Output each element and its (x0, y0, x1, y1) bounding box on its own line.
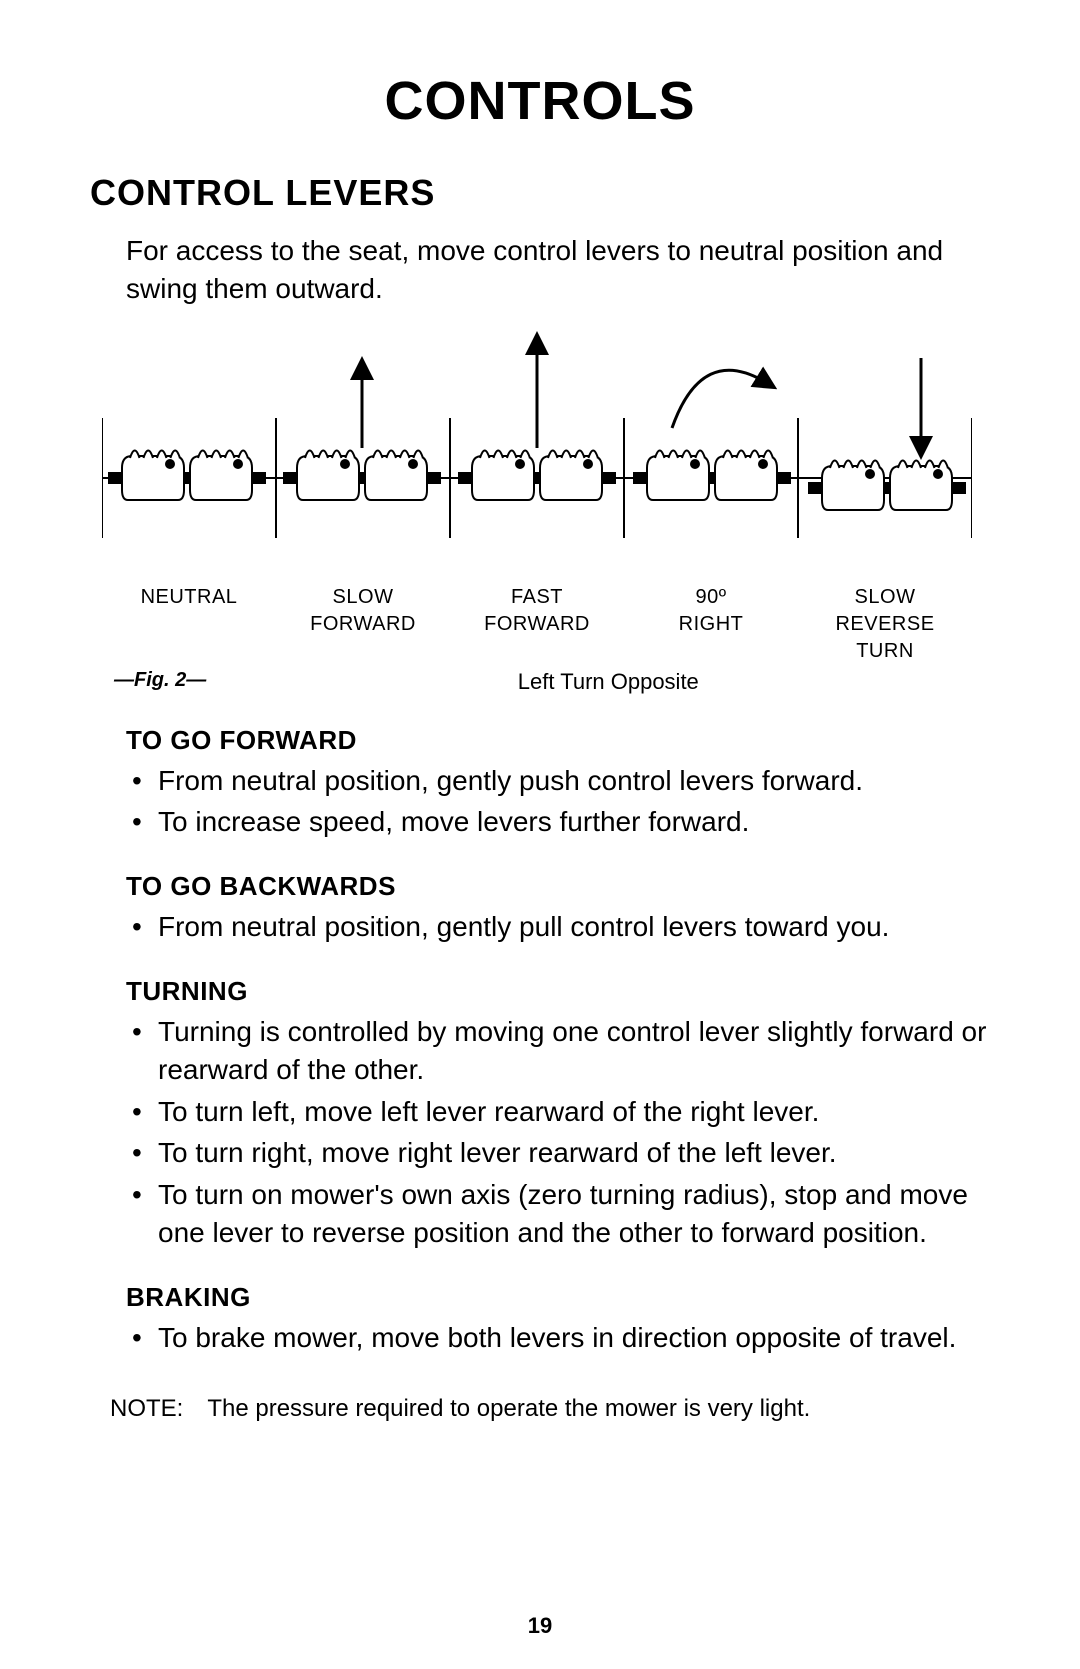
page-title: CONTROLS (90, 70, 990, 132)
diagram-label-line: REVERSE (798, 611, 972, 638)
diagram-label-line: RIGHT (624, 611, 798, 638)
instruction-item: To turn on mower's own axis (zero turnin… (126, 1176, 990, 1252)
diagram-label: SLOWREVERSETURN (798, 584, 972, 665)
instruction-item: To turn right, move right lever rearward… (126, 1134, 990, 1172)
instruction-item: From neutral position, gently push contr… (126, 762, 990, 800)
instruction-item: To turn left, move left lever rearward o… (126, 1093, 990, 1131)
diagram-label-line: NEUTRAL (102, 584, 276, 611)
page-number: 19 (0, 1613, 1080, 1639)
diagram-label-line: FORWARD (276, 611, 450, 638)
instruction-item: To increase speed, move levers further f… (126, 803, 990, 841)
diagram-label-line: TURN (798, 638, 972, 665)
control-levers-diagram (102, 328, 972, 578)
diagram-label: NEUTRAL (102, 584, 276, 665)
diagram-labels-row: NEUTRALSLOWFORWARDFASTFORWARD90ºRIGHTSLO… (102, 584, 972, 665)
diagram-label-line: 90º (624, 584, 798, 611)
section-heading: CONTROL LEVERS (90, 172, 990, 214)
diagram-label-line: SLOW (798, 584, 972, 611)
figure-number: —Fig. 2— (102, 669, 398, 695)
diagram-label-line: SLOW (276, 584, 450, 611)
figure-note: Left Turn Opposite (398, 669, 972, 695)
instruction-item: Turning is controlled by moving one cont… (126, 1013, 990, 1089)
instruction-subheading: TURNING (126, 976, 990, 1007)
instruction-list: Turning is controlled by moving one cont… (126, 1013, 990, 1252)
instruction-list: From neutral position, gently pull contr… (126, 908, 990, 946)
instruction-item: From neutral position, gently pull contr… (126, 908, 990, 946)
figure-caption-row: —Fig. 2— Left Turn Opposite (102, 669, 972, 695)
note-text: NOTE: The pressure required to operate t… (110, 1395, 990, 1423)
instruction-list: To brake mower, move both levers in dire… (126, 1319, 990, 1357)
diagram-label-line: FAST (450, 584, 624, 611)
instruction-subheading: TO GO BACKWARDS (126, 871, 990, 902)
intro-paragraph: For access to the seat, move control lev… (126, 232, 990, 308)
instruction-subheading: TO GO FORWARD (126, 725, 990, 756)
diagram-label: FASTFORWARD (450, 584, 624, 665)
diagram-label: 90ºRIGHT (624, 584, 798, 665)
instruction-subheading: BRAKING (126, 1282, 990, 1313)
diagram-label: SLOWFORWARD (276, 584, 450, 665)
diagram-label-line: FORWARD (450, 611, 624, 638)
instruction-list: From neutral position, gently push contr… (126, 762, 990, 842)
instruction-item: To brake mower, move both levers in dire… (126, 1319, 990, 1357)
page-content: CONTROLS CONTROL LEVERS For access to th… (90, 70, 990, 1423)
instruction-sections: TO GO FORWARD From neutral position, gent… (90, 725, 990, 1357)
